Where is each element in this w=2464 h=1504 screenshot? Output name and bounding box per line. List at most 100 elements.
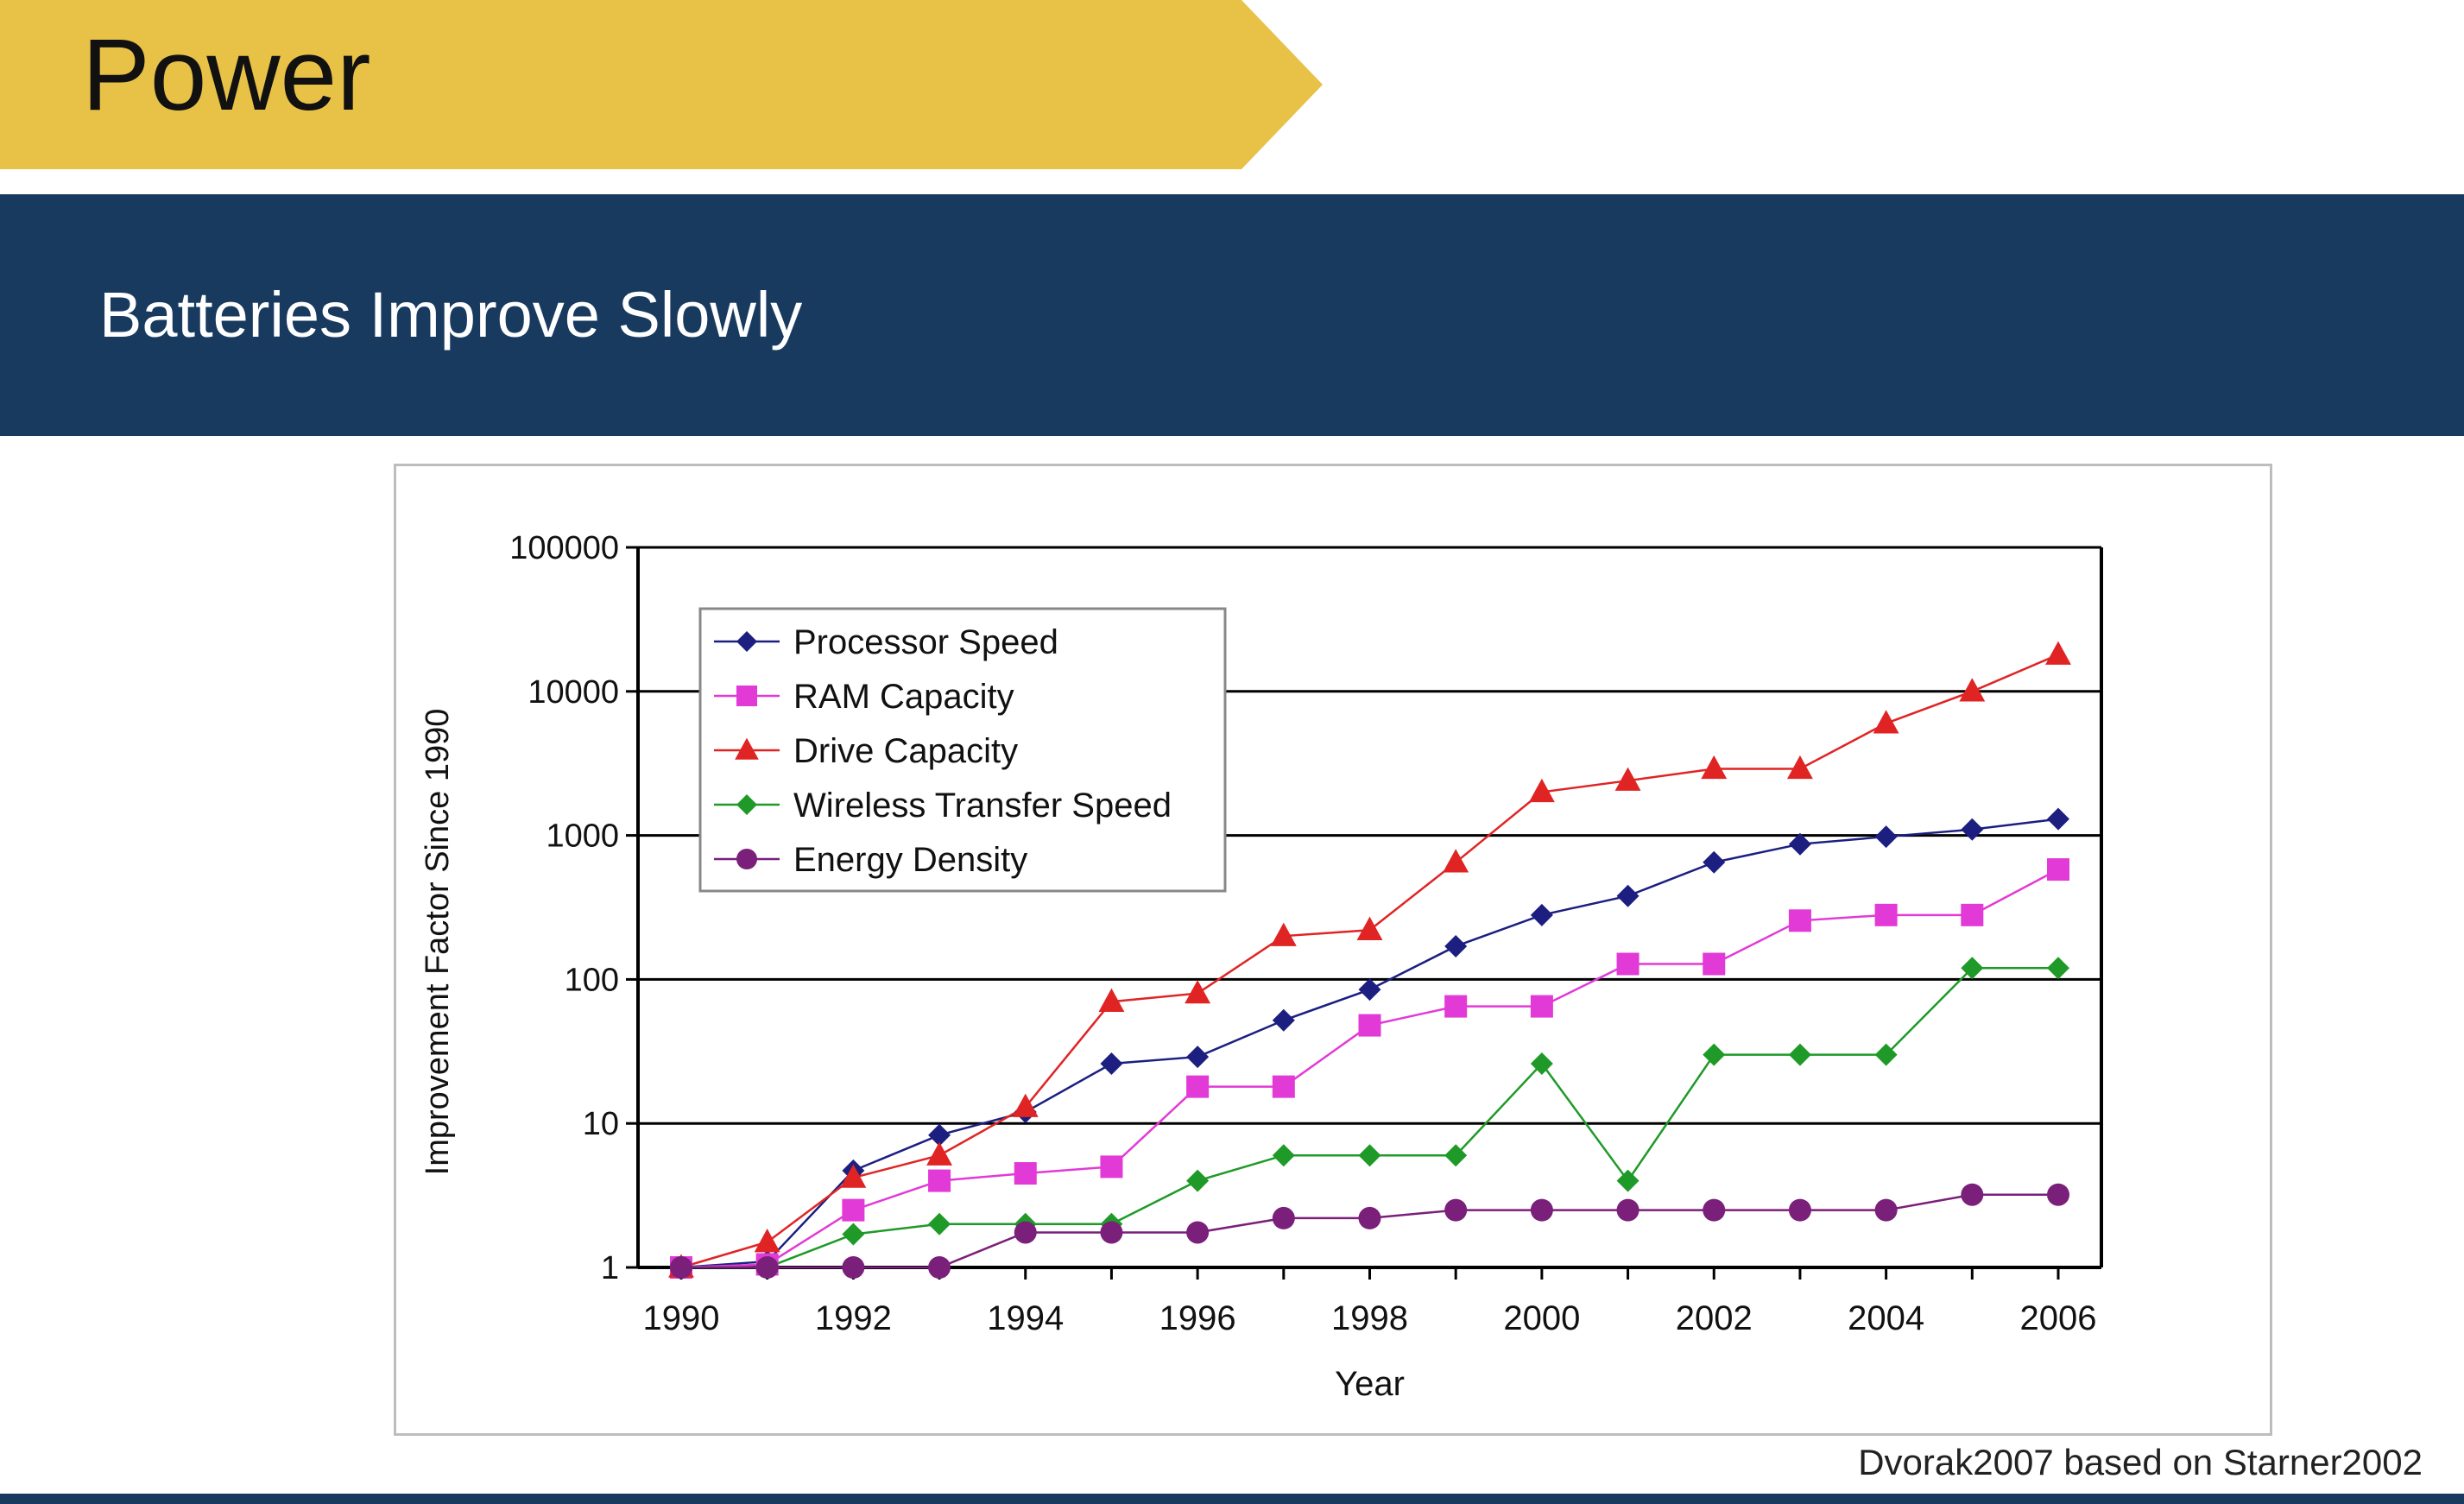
data-point-4 <box>1272 1206 1295 1229</box>
x-tick-label: 2004 <box>1848 1299 1924 1337</box>
data-point-0 <box>1874 825 1898 849</box>
slide-subtitle: Batteries Improve Slowly <box>99 279 803 351</box>
data-point-1 <box>1788 909 1811 932</box>
data-point-1 <box>1874 903 1898 926</box>
data-point-4 <box>928 1256 951 1279</box>
y-axis-title: Improvement Factor Since 1990 <box>420 709 456 1176</box>
data-point-3 <box>842 1223 865 1246</box>
data-point-4 <box>1444 1198 1468 1222</box>
legend-label: Drive Capacity <box>793 732 1018 770</box>
legend-box <box>698 607 1227 893</box>
legend-label: Energy Density <box>793 841 1027 879</box>
data-point-1 <box>842 1198 865 1222</box>
data-point-0 <box>1100 1052 1123 1075</box>
data-point-0 <box>2047 807 2069 831</box>
data-point-3 <box>928 1212 951 1235</box>
data-point-1 <box>1616 952 1640 976</box>
x-tick-label: 2002 <box>1676 1299 1753 1337</box>
data-point-1 <box>1961 903 1984 926</box>
data-point-0 <box>1272 1008 1295 1032</box>
data-point-3 <box>1788 1043 1811 1066</box>
data-point-2 <box>840 1164 867 1188</box>
data-point-4 <box>1788 1198 1811 1222</box>
data-point-4 <box>1703 1198 1726 1222</box>
x-tick-label: 1992 <box>815 1299 892 1337</box>
x-tick-label: 1998 <box>1331 1299 1408 1337</box>
data-point-2 <box>1959 678 1986 702</box>
data-point-4 <box>842 1256 865 1279</box>
data-point-4 <box>1874 1198 1898 1222</box>
legend-label: RAM Capacity <box>793 678 1014 716</box>
data-point-4 <box>670 1256 692 1279</box>
source-credit: Dvorak2007 based on Starner2002 <box>1858 1442 2423 1482</box>
data-point-4 <box>1961 1183 1984 1206</box>
y-tick-label: 10 <box>583 1106 619 1142</box>
chart-frame: 1 10 100 1000 10000 100000 1990 1992 1994 1996 199… <box>394 464 2272 1436</box>
data-point-0 <box>1530 903 1553 926</box>
data-point-2 <box>2045 641 2071 665</box>
data-point-3 <box>1358 1144 1381 1167</box>
data-point-2 <box>1614 767 1641 791</box>
x-tick-label: 1990 <box>643 1299 720 1337</box>
data-point-1 <box>1014 1162 1037 1185</box>
data-point-2 <box>1443 849 1469 873</box>
x-tick-label: 2006 <box>2020 1299 2097 1337</box>
legend-label: Wireless Transfer Speed <box>793 787 1172 825</box>
data-point-1 <box>1272 1075 1295 1098</box>
data-point-0 <box>1358 978 1381 1002</box>
x-tick-label: 1996 <box>1159 1299 1236 1337</box>
data-point-0 <box>1616 884 1640 907</box>
data-point-2 <box>1701 755 1728 780</box>
data-point-2 <box>754 1229 780 1253</box>
data-point-2 <box>1873 710 1899 734</box>
data-point-4 <box>1100 1221 1123 1244</box>
data-point-0 <box>1444 934 1468 957</box>
line-chart: 1 10 100 1000 10000 100000 1990 1992 1994 1996 199… <box>420 530 2103 1403</box>
data-point-4 <box>755 1256 779 1279</box>
subtitle-band: Batteries Improve Slowly <box>0 194 2464 436</box>
data-point-3 <box>1961 957 1984 980</box>
data-point-3 <box>1874 1043 1898 1066</box>
data-point-1 <box>1444 995 1468 1018</box>
data-point-0 <box>928 1123 951 1147</box>
y-tick-label: 10000 <box>528 674 619 711</box>
data-point-3 <box>1616 1169 1640 1192</box>
data-point-4 <box>1616 1198 1640 1222</box>
data-point-0 <box>1703 850 1726 874</box>
data-point-4 <box>1014 1221 1037 1244</box>
legend-marker <box>736 849 757 869</box>
data-point-3 <box>1444 1144 1468 1167</box>
data-point-4 <box>1358 1206 1381 1229</box>
data-point-2 <box>1098 988 1125 1012</box>
y-tick-label: 1000 <box>546 818 619 855</box>
data-point-3 <box>1186 1169 1210 1192</box>
title-banner-shape <box>0 0 1323 169</box>
data-point-1 <box>1186 1075 1210 1098</box>
data-point-2 <box>1012 1093 1039 1117</box>
data-point-1 <box>1100 1155 1123 1179</box>
page-title: Power <box>82 18 371 132</box>
title-banner-arrow <box>0 0 1323 169</box>
data-point-0 <box>1961 818 1984 841</box>
bottom-bar <box>0 1494 2464 1504</box>
x-tick-label: 1994 <box>987 1299 1064 1337</box>
data-point-2 <box>1528 778 1555 803</box>
data-point-2 <box>1786 755 1813 780</box>
data-point-1 <box>928 1169 951 1192</box>
y-tick-label: 100000 <box>509 530 619 566</box>
legend-label: Processor Speed <box>793 623 1058 661</box>
title-banner: Power <box>0 0 1325 173</box>
data-point-3 <box>1703 1043 1726 1066</box>
data-point-2 <box>926 1141 953 1166</box>
data-point-4 <box>1530 1198 1553 1222</box>
data-point-0 <box>1788 832 1811 856</box>
data-point-4 <box>1186 1221 1210 1244</box>
x-axis-title: Year <box>1335 1365 1405 1403</box>
data-point-2 <box>1270 922 1297 946</box>
data-point-3 <box>1530 1052 1553 1075</box>
data-point-3 <box>1272 1144 1295 1167</box>
data-point-2 <box>1356 916 1383 940</box>
y-tick-label: 100 <box>565 962 619 998</box>
data-point-1 <box>1703 952 1726 976</box>
data-point-1 <box>2047 858 2069 882</box>
